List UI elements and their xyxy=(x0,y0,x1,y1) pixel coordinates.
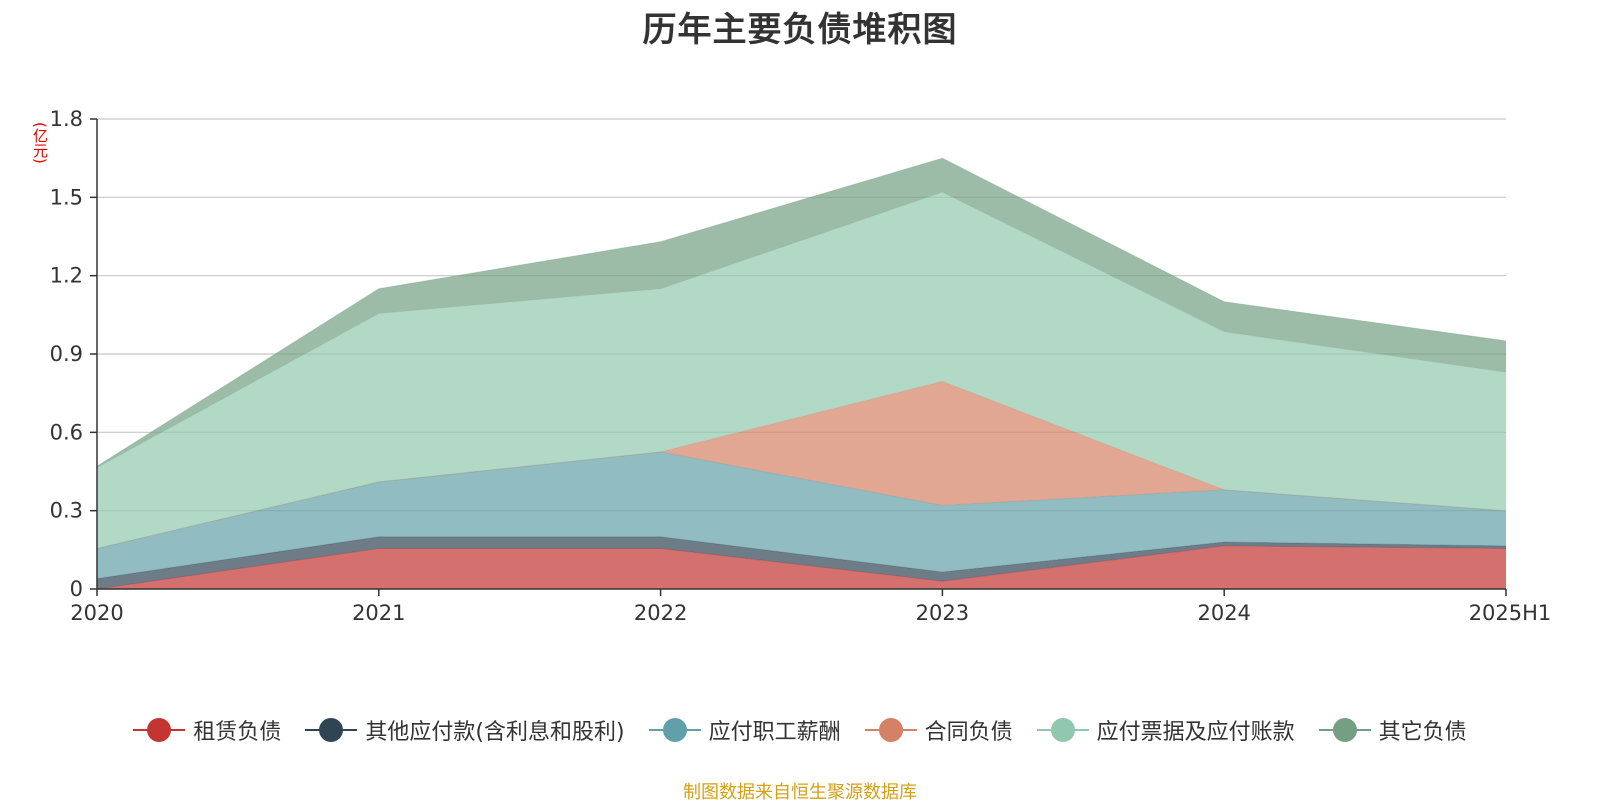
series-line-5 xyxy=(96,157,1507,467)
x-tick-label: 2020 xyxy=(70,601,123,625)
legend-item-3[interactable]: 合同负债 xyxy=(864,714,1013,746)
legend-label: 其它负债 xyxy=(1378,720,1467,745)
stacked-area-chart: 0 0.3 0.6 0.9 1.2 1.5 1.8 2020 2021 2022 2023 2024 2… xyxy=(50,107,1552,625)
area-series-1[interactable] xyxy=(97,536,1506,589)
legend-item-0[interactable]: 租赁负债 xyxy=(133,714,281,746)
legend-item-1[interactable]: 其他应付款(含利息和股利) xyxy=(305,714,625,746)
chart-title: 历年主要负债堆积图 xyxy=(642,10,958,50)
y-tick-label: 1.8 xyxy=(50,107,83,131)
legend-marker-icon xyxy=(648,717,701,743)
series-line-1 xyxy=(96,536,1507,580)
x-tick-label: 2022 xyxy=(634,601,687,625)
legend-label: 合同负债 xyxy=(924,720,1013,745)
legend-label: 应付票据及应付账款 xyxy=(1096,720,1295,745)
area-series-2[interactable] xyxy=(97,451,1506,579)
x-tick-label: 2024 xyxy=(1197,601,1250,625)
legend-marker-icon xyxy=(133,717,186,743)
y-tick-label: 1.5 xyxy=(50,185,83,209)
data-source-note: 制图数据来自恒生聚源数据库 xyxy=(683,782,917,803)
y-tick-label: 0.6 xyxy=(50,420,83,444)
x-tick-label: 2025H1 xyxy=(1469,601,1552,625)
y-tick-label: 0 xyxy=(70,577,83,601)
y-axis-unit-label: (亿元) xyxy=(31,122,49,164)
area-series-5[interactable] xyxy=(97,158,1506,468)
legend-label: 租赁负债 xyxy=(193,720,282,745)
y-tick-label: 1.2 xyxy=(50,264,83,288)
legend: 租赁负债 其他应付款(含利息和股利) 应付职工薪酬 合同负债 应付票据及应付账款 其它负债 xyxy=(0,714,1600,746)
x-tick-label: 2023 xyxy=(916,601,969,625)
y-tick-label: 0.9 xyxy=(50,342,83,366)
area-series-4[interactable] xyxy=(97,192,1506,549)
area-series-0[interactable] xyxy=(97,545,1506,589)
legend-marker-icon xyxy=(1318,717,1371,743)
legend-marker-icon xyxy=(864,717,917,743)
legend-label: 应付职工薪酬 xyxy=(708,720,841,745)
legend-item-4[interactable]: 应付票据及应付账款 xyxy=(1036,714,1295,746)
legend-marker-icon xyxy=(1036,717,1089,743)
legend-item-2[interactable]: 应付职工薪酬 xyxy=(648,714,841,746)
legend-item-5[interactable]: 其它负债 xyxy=(1318,714,1467,746)
legend-marker-icon xyxy=(305,717,358,743)
x-tick-label: 2021 xyxy=(352,601,405,625)
area-series-3[interactable] xyxy=(97,381,1506,549)
legend-label: 其他应付款(含利息和股利) xyxy=(365,720,625,745)
y-tick-label: 0.3 xyxy=(50,499,83,523)
